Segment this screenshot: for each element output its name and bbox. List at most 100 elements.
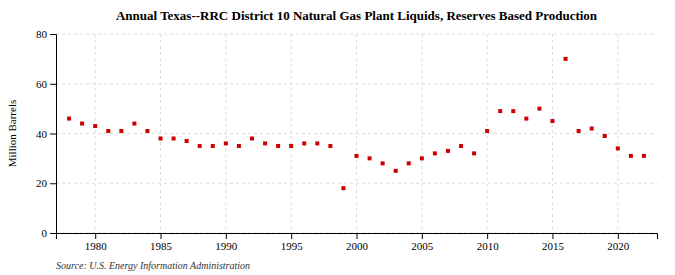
- tick-label: 2000: [346, 240, 369, 252]
- point: [132, 122, 136, 126]
- point: [550, 119, 554, 123]
- point: [224, 141, 228, 145]
- point: [106, 129, 110, 133]
- x-axis: 1980 1985 1990 1995 2000 2005 2010 2015 2020: [57, 233, 658, 252]
- point: [420, 156, 424, 160]
- point: [394, 169, 398, 173]
- tick-label: 40: [36, 128, 48, 140]
- tick-mark: [291, 233, 292, 239]
- tick: 2000: [346, 233, 369, 252]
- point: [577, 129, 581, 133]
- point: [276, 144, 280, 148]
- tick: 1995: [281, 233, 304, 252]
- y-axis: 0 20 40 60 80: [36, 28, 57, 239]
- point: [80, 122, 84, 126]
- title: Annual Texas--RRC District 10 Natural Ga…: [116, 8, 598, 23]
- plot: 1980 1985 1990 1995 2000 2005 2010 2015 2020 0 20 4…: [36, 28, 658, 252]
- point: [642, 154, 646, 158]
- tick-mark: [50, 183, 56, 184]
- point: [511, 109, 515, 113]
- point: [564, 57, 568, 61]
- point: [119, 129, 123, 133]
- tick-label: 80: [36, 28, 48, 40]
- point: [524, 117, 528, 121]
- tick-label: 0: [42, 227, 48, 239]
- tick: 80: [36, 28, 56, 40]
- tick-label: 2015: [542, 240, 565, 252]
- tick-mark: [95, 233, 96, 239]
- point: [250, 136, 254, 140]
- tick: 2010: [477, 233, 500, 252]
- point: [328, 144, 332, 148]
- axis-line: [57, 234, 658, 240]
- point: [368, 156, 372, 160]
- point: [93, 124, 97, 128]
- point: [498, 109, 502, 113]
- point: [407, 161, 411, 165]
- grid-line-x: [487, 34, 488, 233]
- tick-mark: [357, 233, 358, 239]
- chart: 1980 1985 1990 1995 2000 2005 2010 2015 2020 0 20 4…: [0, 0, 675, 275]
- point: [159, 136, 163, 140]
- tick-mark: [50, 34, 56, 35]
- tick: 20: [36, 177, 56, 189]
- tick-label: 1985: [150, 240, 173, 252]
- point: [172, 136, 176, 140]
- tick: 0: [42, 227, 57, 239]
- tick-mark: [552, 233, 553, 239]
- tick-label: 1980: [85, 240, 108, 252]
- tick-label: 2020: [607, 240, 630, 252]
- tick-label: 20: [36, 177, 48, 189]
- tick-mark: [50, 84, 56, 85]
- tick: 2015: [542, 233, 565, 252]
- tick-mark: [422, 233, 423, 239]
- grid-line-x: [291, 34, 292, 233]
- tick-mark: [50, 134, 56, 135]
- tick-label: 1990: [215, 240, 238, 252]
- grid-line-x: [552, 34, 553, 233]
- tick-mark: [50, 233, 56, 234]
- tick-label: 2005: [411, 240, 434, 252]
- point: [381, 161, 385, 165]
- tick-mark: [618, 233, 619, 239]
- tick-mark: [161, 233, 162, 239]
- tick: 40: [36, 128, 56, 140]
- points: [67, 57, 646, 190]
- grid-line-x: [95, 34, 96, 233]
- axis-line: [50, 35, 57, 234]
- point: [485, 129, 489, 133]
- point: [616, 146, 620, 150]
- tick-label: 1995: [281, 240, 304, 252]
- point: [185, 139, 189, 143]
- point: [433, 151, 437, 155]
- point: [446, 149, 450, 153]
- tick: 1985: [150, 233, 173, 252]
- tick: 2020: [607, 233, 630, 252]
- point: [459, 144, 463, 148]
- annotation: Source: U.S. Energy Information Administ…: [56, 260, 250, 271]
- grid-line-y: [56, 183, 657, 184]
- grid-line-x: [617, 34, 618, 233]
- point: [603, 134, 607, 138]
- point: [302, 141, 306, 145]
- y-axis-label: Million Barrels: [6, 100, 18, 168]
- tick-label: 60: [36, 78, 48, 90]
- tick-label: 2010: [477, 240, 500, 252]
- point: [355, 154, 359, 158]
- point: [67, 117, 71, 121]
- point: [211, 144, 215, 148]
- tick-mark: [487, 233, 488, 239]
- tick: 1990: [215, 233, 238, 252]
- point: [145, 129, 149, 133]
- point: [341, 186, 345, 190]
- point: [590, 127, 594, 131]
- point: [472, 151, 476, 155]
- grid-line-y: [56, 133, 657, 134]
- tick: 2005: [411, 233, 434, 252]
- point: [537, 107, 541, 111]
- point: [263, 141, 267, 145]
- tick: 1980: [85, 233, 108, 252]
- tick-mark: [226, 233, 227, 239]
- point: [198, 144, 202, 148]
- grid-line-x: [225, 34, 226, 233]
